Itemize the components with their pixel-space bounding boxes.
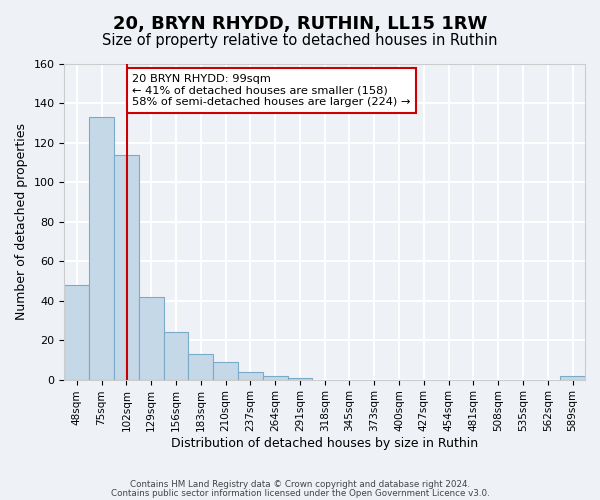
Bar xyxy=(114,154,139,380)
Bar xyxy=(89,118,114,380)
Y-axis label: Number of detached properties: Number of detached properties xyxy=(15,124,28,320)
Bar xyxy=(560,376,585,380)
Bar xyxy=(213,362,238,380)
Bar xyxy=(238,372,263,380)
Bar xyxy=(164,332,188,380)
Text: 20 BRYN RHYDD: 99sqm
← 41% of detached houses are smaller (158)
58% of semi-deta: 20 BRYN RHYDD: 99sqm ← 41% of detached h… xyxy=(133,74,411,107)
Bar xyxy=(287,378,313,380)
Bar xyxy=(64,285,89,380)
Bar xyxy=(188,354,213,380)
Text: 20, BRYN RHYDD, RUTHIN, LL15 1RW: 20, BRYN RHYDD, RUTHIN, LL15 1RW xyxy=(113,15,487,33)
Text: Contains HM Land Registry data © Crown copyright and database right 2024.: Contains HM Land Registry data © Crown c… xyxy=(130,480,470,489)
Text: Size of property relative to detached houses in Ruthin: Size of property relative to detached ho… xyxy=(102,32,498,48)
Bar xyxy=(139,297,164,380)
X-axis label: Distribution of detached houses by size in Ruthin: Distribution of detached houses by size … xyxy=(171,437,478,450)
Bar xyxy=(263,376,287,380)
Text: Contains public sector information licensed under the Open Government Licence v3: Contains public sector information licen… xyxy=(110,488,490,498)
